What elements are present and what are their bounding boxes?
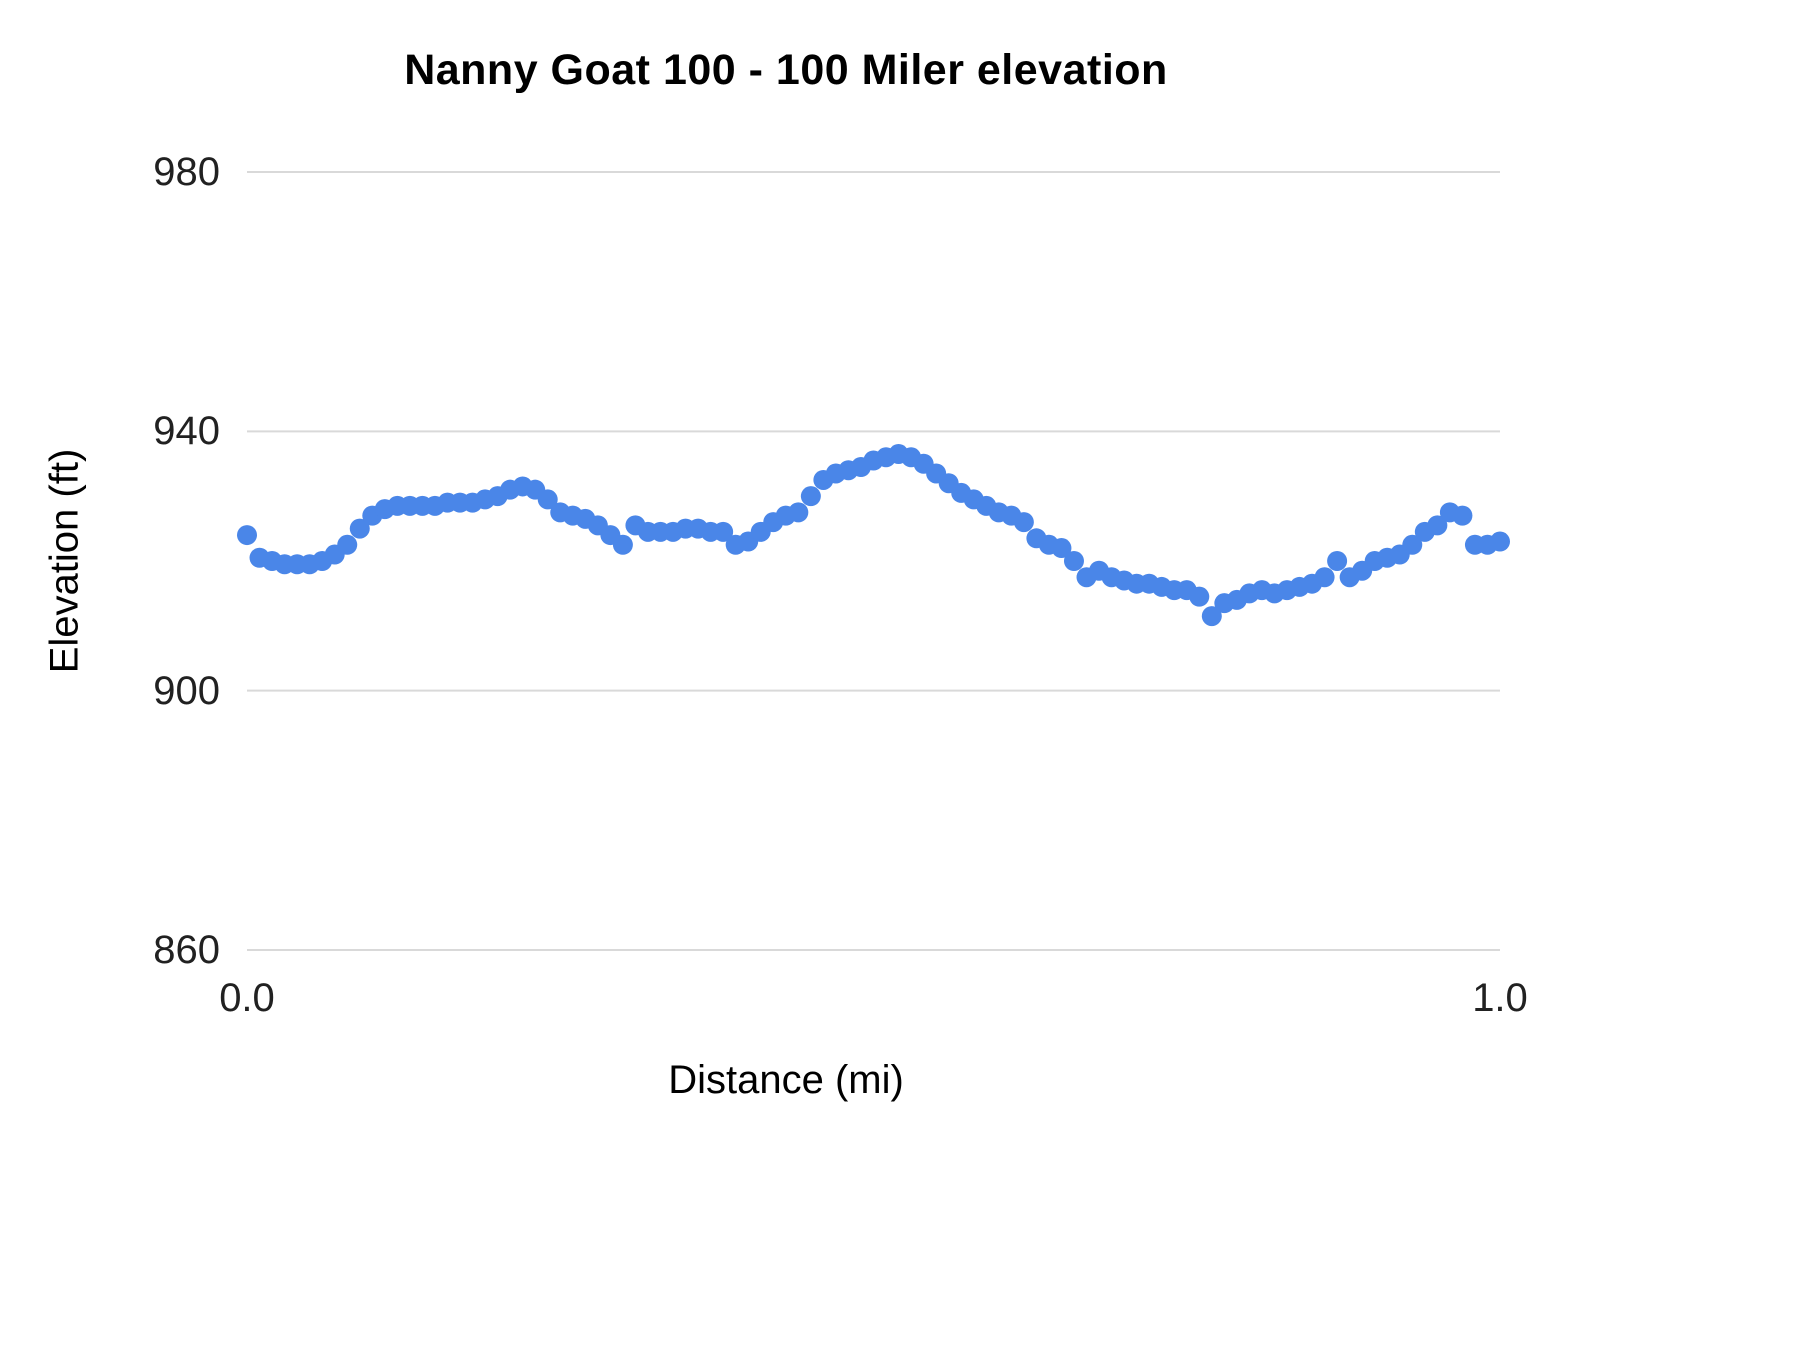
data-point (349, 518, 370, 539)
data-point (612, 534, 633, 555)
data-point (1189, 586, 1210, 607)
data-point (1013, 512, 1034, 533)
data-point (237, 525, 257, 546)
data-point (1201, 606, 1222, 627)
data-point (1063, 551, 1084, 571)
data-point (713, 521, 734, 542)
data-point (1327, 551, 1348, 571)
chart-title: Nanny Goat 100 - 100 Miler elevation (404, 46, 1168, 94)
y-tick-label: 860 (153, 928, 220, 972)
x-axis-title: Distance (mi) (668, 1058, 904, 1102)
data-point (1490, 531, 1510, 552)
y-tick-label: 900 (153, 668, 220, 713)
data-point (1314, 567, 1335, 588)
y-tick-label: 980 (153, 150, 220, 194)
x-tick-label: 1.0 (1472, 976, 1528, 1020)
data-point (1402, 534, 1423, 555)
data-point (1051, 538, 1072, 559)
x-tick-label: 0.0 (219, 976, 275, 1020)
y-tick-label: 940 (153, 409, 220, 454)
data-point (1452, 505, 1473, 526)
data-point (337, 534, 358, 555)
data-point (537, 489, 558, 510)
data-point (788, 502, 809, 523)
data-point (1427, 515, 1448, 536)
data-point (800, 486, 821, 507)
